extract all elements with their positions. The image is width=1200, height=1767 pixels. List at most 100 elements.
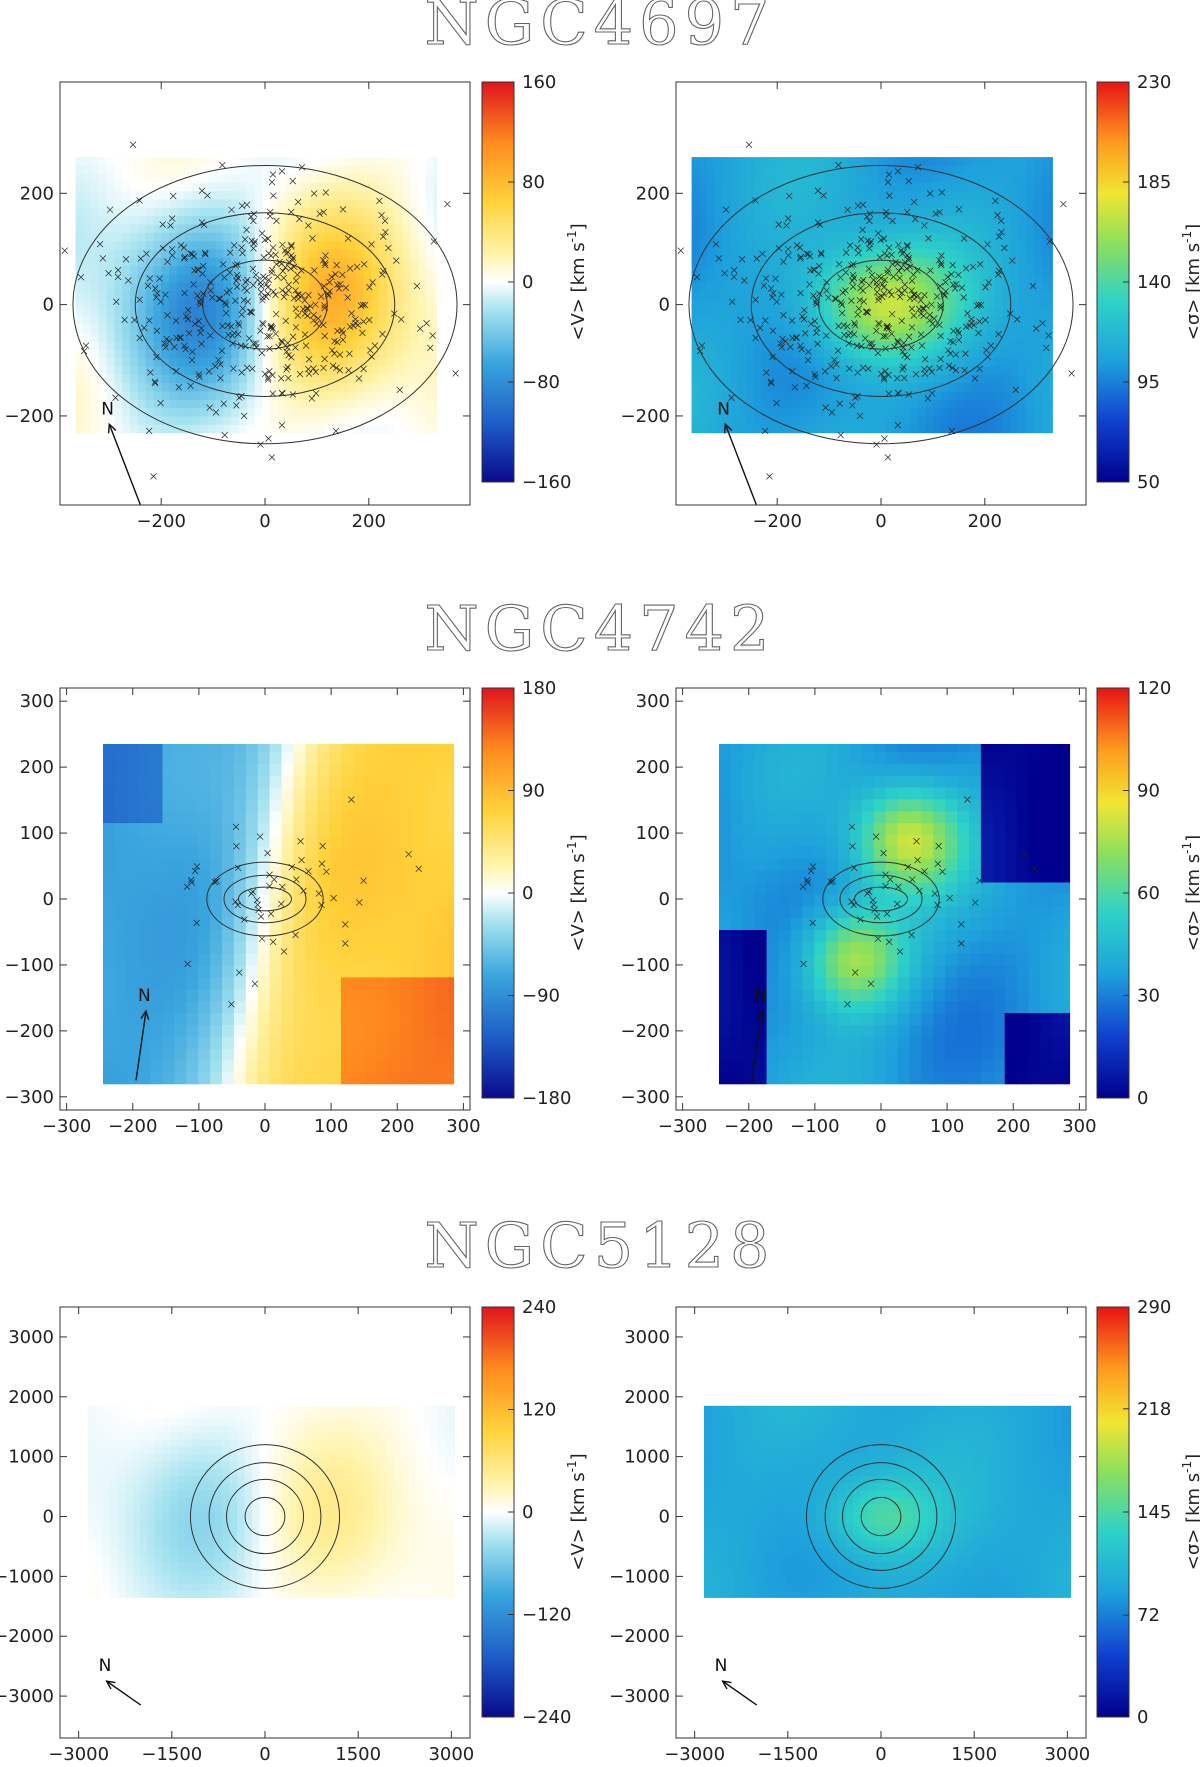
heatmap-cell	[246, 953, 258, 966]
heatmap-cell	[424, 929, 437, 942]
heatmap-cell	[122, 182, 130, 191]
heatmap-cell	[410, 174, 418, 183]
heatmap-cell	[426, 166, 434, 175]
heatmap-cell	[365, 953, 378, 966]
heatmap-cell	[418, 316, 426, 325]
heatmap-cell	[163, 1048, 176, 1061]
heatmap-cell	[964, 391, 972, 400]
heatmap-cell	[403, 274, 411, 283]
heatmap-cell	[246, 751, 258, 764]
heatmap-cell	[1050, 324, 1053, 333]
heatmap-cell	[448, 811, 454, 824]
heatmap-cell	[1042, 324, 1050, 333]
heatmap-cell	[169, 358, 177, 367]
heatmap-cell	[847, 349, 855, 358]
heatmap-cell	[847, 399, 855, 408]
heatmap-cell	[949, 249, 957, 258]
heatmap-cell	[1050, 157, 1053, 166]
heatmap-cell	[1003, 174, 1011, 183]
heatmap-cell	[329, 846, 342, 859]
heatmap-cell	[222, 929, 235, 942]
heatmap-cell	[364, 324, 372, 333]
heatmap-cell	[353, 965, 366, 978]
x-tick-label: −100	[174, 1116, 223, 1137]
y-tick-label: −200	[5, 1021, 54, 1042]
heatmap-cell	[995, 358, 1003, 367]
heatmap-cell	[177, 408, 185, 417]
heatmap-cell	[130, 182, 138, 191]
heatmap-cell	[987, 316, 995, 325]
heatmap-cell	[434, 274, 437, 283]
heatmap-cell	[1026, 232, 1034, 241]
heatmap-cell	[270, 799, 283, 812]
heatmap-cell	[917, 174, 925, 183]
heatmap-cell	[83, 383, 91, 392]
heatmap-cell	[356, 416, 364, 425]
heatmap-cell	[715, 191, 723, 200]
heatmap-cell	[139, 823, 152, 836]
heatmap-cell	[103, 858, 116, 871]
heatmap-cell	[436, 811, 449, 824]
heatmap-cell	[832, 399, 840, 408]
heatmap-cell	[365, 763, 378, 776]
heatmap-cell	[153, 274, 161, 283]
x-tick-label: −200	[108, 1116, 157, 1137]
heatmap-cell	[161, 408, 169, 417]
heatmap-cell	[1003, 341, 1011, 350]
heatmap-cell	[270, 763, 283, 776]
heatmap-cell	[151, 787, 164, 800]
heatmap-cell	[151, 918, 164, 931]
heatmap-cell	[424, 846, 437, 859]
heatmap-cell	[436, 906, 449, 919]
heatmap-cell	[301, 174, 309, 183]
heatmap-cell	[317, 1072, 330, 1085]
heatmap-cell	[448, 929, 454, 942]
heatmap-cell	[426, 424, 434, 433]
heatmap-cell	[234, 751, 247, 764]
heatmap-cell	[353, 811, 366, 824]
heatmap-cell	[917, 182, 925, 191]
heatmap-cell	[987, 224, 995, 233]
heatmap-cell	[1019, 416, 1027, 425]
heatmap-cell	[258, 1036, 271, 1049]
heatmap-cell	[231, 399, 239, 408]
heatmap-cell	[222, 775, 235, 788]
heatmap-cell	[333, 207, 341, 216]
heatmap-cell	[738, 224, 746, 233]
heatmap-cell	[356, 157, 364, 166]
heatmap-cell	[286, 191, 294, 200]
heatmap-cell	[270, 846, 283, 859]
heatmap-cell	[186, 1036, 199, 1049]
heatmap-cell	[964, 224, 972, 233]
heatmap-cell	[371, 207, 379, 216]
heatmap-cell	[305, 811, 318, 824]
heatmap-cell	[99, 358, 107, 367]
heatmap-cell	[139, 799, 152, 812]
heatmap-cell	[138, 157, 146, 166]
heatmap-cell	[434, 399, 437, 408]
heatmap-cell	[103, 846, 116, 859]
heatmap-cell	[348, 249, 356, 258]
heatmap-cell	[987, 358, 995, 367]
heatmap-cell	[365, 751, 378, 764]
heatmap-cell	[379, 391, 387, 400]
heatmap-cell	[925, 416, 933, 425]
heatmap-cell	[91, 166, 99, 175]
heatmap-cell	[99, 291, 107, 300]
heatmap-cell	[707, 249, 715, 258]
heatmap-cell	[151, 1048, 164, 1061]
heatmap-cell	[401, 799, 414, 812]
heatmap-cell	[692, 182, 700, 191]
heatmap-cell	[103, 882, 116, 895]
heatmap-cell	[270, 316, 278, 325]
heatmap-cell	[130, 324, 138, 333]
heatmap-cell	[785, 408, 793, 417]
heatmap-cell	[863, 374, 871, 383]
heatmap-cell	[401, 965, 414, 978]
heatmap-cell	[115, 157, 123, 166]
heatmap-cell	[329, 1024, 342, 1037]
heatmap-cell	[208, 191, 216, 200]
heatmap-cell	[270, 1060, 283, 1073]
heatmap-cell	[801, 157, 809, 166]
heatmap-cell	[153, 241, 161, 250]
